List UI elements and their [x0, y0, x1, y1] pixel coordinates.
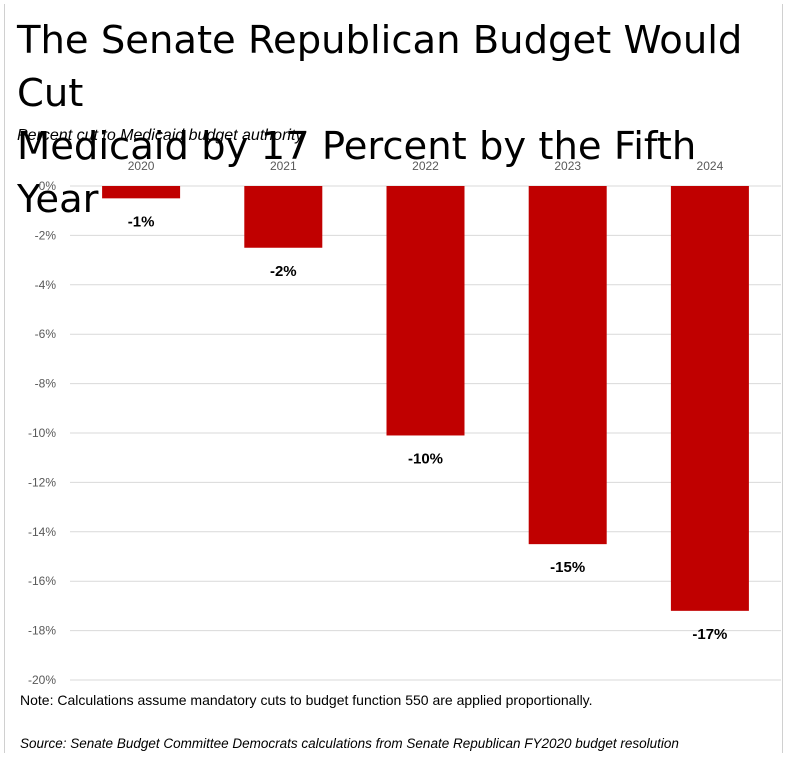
x-tick-label: 2024: [697, 159, 724, 173]
bar-2024: [670, 186, 749, 611]
data-label: -15%: [550, 559, 585, 576]
y-tick-label: -14%: [28, 525, 56, 539]
data-label: -17%: [692, 626, 727, 643]
x-tick-label: 2020: [128, 159, 155, 173]
y-tick-label: 0%: [39, 179, 57, 193]
chart-note: Note: Calculations assume mandatory cuts…: [20, 692, 593, 708]
chart-subtitle: Percent cut to Medicaid budget authority: [17, 127, 304, 144]
data-label: -2%: [270, 263, 297, 280]
data-label: -10%: [408, 450, 443, 467]
x-tick-label: 2021: [270, 159, 297, 173]
y-tick-label: -20%: [28, 673, 56, 687]
y-tick-label: -10%: [28, 426, 56, 440]
bar-2022: [386, 186, 465, 436]
y-tick-label: -8%: [35, 377, 57, 391]
chart-frame: [4, 4, 783, 753]
bar-2021: [244, 186, 323, 248]
x-tick-label: 2022: [412, 159, 439, 173]
y-tick-label: -16%: [28, 574, 56, 588]
chart-title: The Senate Republican Budget Would Cut M…: [17, 18, 743, 222]
x-tick-label: 2023: [554, 159, 581, 173]
y-tick-label: -2%: [35, 228, 57, 242]
chart-source: Source: Senate Budget Committee Democrat…: [20, 736, 679, 751]
bar-2023: [528, 186, 607, 545]
bar-chart: 0% -2% -4% -6% -8% -10% -12% -14% -16% -18% -20% 20…: [28, 159, 781, 687]
y-tick-label: -18%: [28, 624, 56, 638]
y-tick-label: -6%: [35, 327, 57, 341]
data-label: -1%: [128, 213, 155, 230]
y-tick-label: -12%: [28, 475, 56, 489]
bar-2020: [102, 186, 181, 199]
y-tick-label: -4%: [35, 278, 57, 292]
